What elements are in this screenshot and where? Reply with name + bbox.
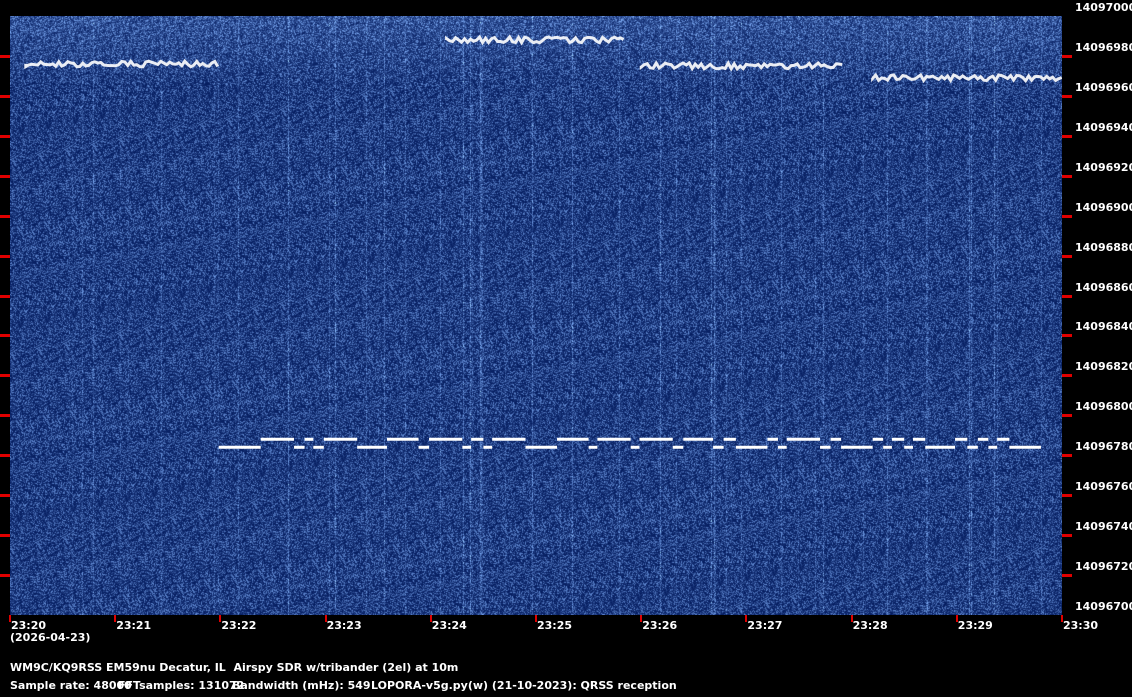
y-tick-right — [1062, 94, 1072, 98]
y-tick-right — [1062, 414, 1072, 418]
y-tick-right — [1062, 494, 1072, 498]
x-tick — [324, 615, 327, 622]
x-tick — [640, 615, 643, 622]
waterfall-noise — [10, 16, 1062, 615]
station-info: WM9C/KQ9RSS EM59nu Decatur, IL Airspy SD… — [10, 661, 459, 674]
signal-layer — [24, 34, 1062, 449]
y-tick-label: 14096720 — [1075, 560, 1132, 574]
x-tick-label: 23:25 — [537, 619, 573, 632]
x-tick — [745, 615, 748, 622]
x-tick — [429, 615, 432, 622]
y-tick-right — [1062, 254, 1072, 258]
y-tick-label: 14096980 — [1075, 40, 1132, 54]
y-tick-right — [1062, 454, 1072, 458]
x-date-label: (2026-04-23) — [10, 631, 91, 644]
y-tick-label: 14096820 — [1075, 360, 1132, 374]
x-tick-label: 23:22 — [221, 619, 257, 632]
y-tick-label: 14096860 — [1075, 280, 1132, 294]
x-tick-label: 23:30 — [1063, 619, 1099, 632]
y-tick-label: 14096900 — [1075, 200, 1132, 214]
x-tick — [219, 615, 222, 622]
x-tick — [535, 615, 537, 622]
y-tick-label: 14096780 — [1075, 440, 1132, 454]
signal-trace — [639, 60, 843, 72]
y-tick-label: 14096880 — [1075, 240, 1132, 254]
y-tick-label: 14096740 — [1075, 520, 1132, 534]
y-tick-left — [0, 574, 10, 578]
signal-trace — [445, 34, 625, 46]
y-tick-left — [0, 534, 10, 538]
bandwidth: Bandwidth (mHz): 549 — [232, 679, 371, 692]
x-tick — [955, 615, 958, 622]
y-tick-label: 14096700 — [1075, 600, 1132, 613]
software-info: LOPORA-v5g.py(w) (21-10-2023): QRSS rece… — [371, 679, 677, 692]
sample-rate: Sample rate: 48000 — [10, 679, 132, 692]
x-tick — [114, 615, 117, 622]
signal-trace — [871, 72, 1062, 84]
x-tick-label: 23:21 — [116, 619, 152, 632]
y-tick-left — [0, 374, 10, 378]
x-tick-label: 23:26 — [642, 619, 678, 632]
x-tick — [850, 615, 853, 622]
y-tick-left — [0, 174, 10, 178]
y-tick-right — [1062, 54, 1072, 58]
y-tick-label: 14096800 — [1075, 400, 1132, 414]
x-tick-label: 23:29 — [957, 619, 993, 632]
x-tick-label: 23:27 — [747, 619, 783, 632]
y-tick-left — [0, 414, 10, 418]
y-tick-left — [0, 494, 10, 498]
y-tick-left — [0, 254, 10, 258]
y-tick-right — [1062, 574, 1072, 578]
y-tick-left — [0, 454, 10, 458]
x-tick-label: 23:23 — [326, 619, 362, 632]
y-tick-left — [0, 134, 10, 138]
y-tick-right — [1062, 334, 1072, 338]
y-tick-left — [0, 294, 10, 298]
x-tick-label: 23:24 — [431, 619, 467, 632]
fft-samples: FFTsamples: 131072 — [118, 679, 245, 692]
y-tick-label: 14097000 — [1075, 1, 1132, 14]
y-tick-right — [1062, 374, 1072, 378]
y-tick-left — [0, 94, 10, 98]
y-tick-label: 14096760 — [1075, 480, 1132, 494]
y-tick-left — [0, 54, 10, 58]
x-tick-label: 23:28 — [852, 619, 888, 632]
y-tick-right — [1062, 214, 1072, 218]
y-tick-label: 14096940 — [1075, 120, 1132, 134]
x-tick — [1061, 615, 1063, 622]
y-tick-label: 14096920 — [1075, 160, 1132, 174]
y-tick-label: 14096840 — [1075, 320, 1132, 334]
x-tick — [9, 615, 11, 622]
y-tick-right — [1062, 174, 1072, 178]
signal-trace — [24, 58, 220, 70]
y-tick-right — [1062, 134, 1072, 138]
y-tick-right — [1062, 534, 1072, 538]
y-tick-left — [0, 214, 10, 218]
y-tick-left — [0, 334, 10, 338]
x-tick-label: 23:20 — [11, 619, 47, 632]
y-tick-label: 14096960 — [1075, 80, 1132, 94]
spectrogram-plot — [10, 16, 1062, 615]
y-tick-right — [1062, 294, 1072, 298]
